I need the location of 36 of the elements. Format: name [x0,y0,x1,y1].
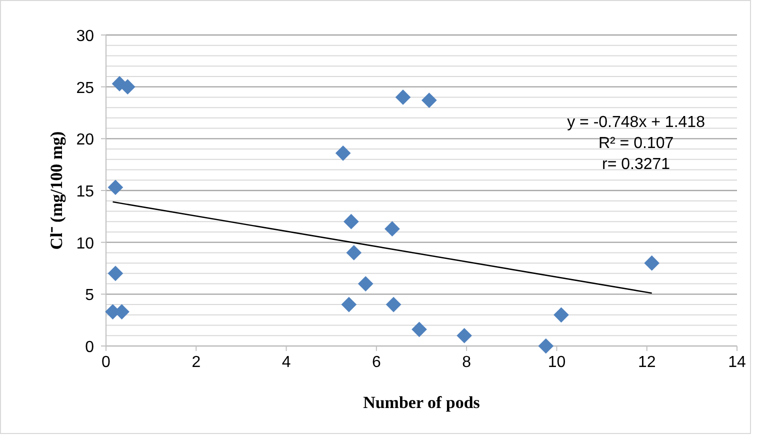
point [344,214,359,230]
point [346,245,362,260]
point [538,338,554,354]
x-tick-label: 14 [728,354,746,371]
point [108,266,124,282]
y-tick-label: 25 [76,80,94,97]
y-axis-title: Cl⁻ (mg/100 mg) [47,131,66,250]
x-tick-label: 6 [372,354,381,371]
x-tick-label: 4 [282,354,291,371]
point [386,296,402,312]
y-tick-label: 5 [85,287,94,304]
y-tick-label: 15 [76,184,94,200]
x-tick-label: 8 [462,354,472,371]
y-tick-label: 30 [76,28,94,45]
x-tick-label: 10 [548,354,566,371]
y-tick-label: 0 [85,339,94,356]
point [644,255,660,271]
point [395,90,411,105]
x-tick-label: 12 [638,354,656,371]
annotation: R² = 0.107 [598,135,674,152]
x-axis-title: Number of pods [363,393,480,412]
point [456,328,472,344]
point [421,92,437,108]
x-tick-label: 0 [102,354,111,371]
point [108,180,124,196]
annotation: y = -0.748x + 1.418 [567,114,706,131]
point [554,307,569,323]
y-tick-label: 20 [76,132,94,149]
y-tick-label: 10 [76,235,94,252]
point [412,322,427,338]
point [384,221,400,237]
annotation: r= 0.3271 [602,156,670,173]
x-tick-label: 2 [192,354,201,371]
point [358,276,374,292]
point [341,296,357,312]
point [335,146,351,161]
